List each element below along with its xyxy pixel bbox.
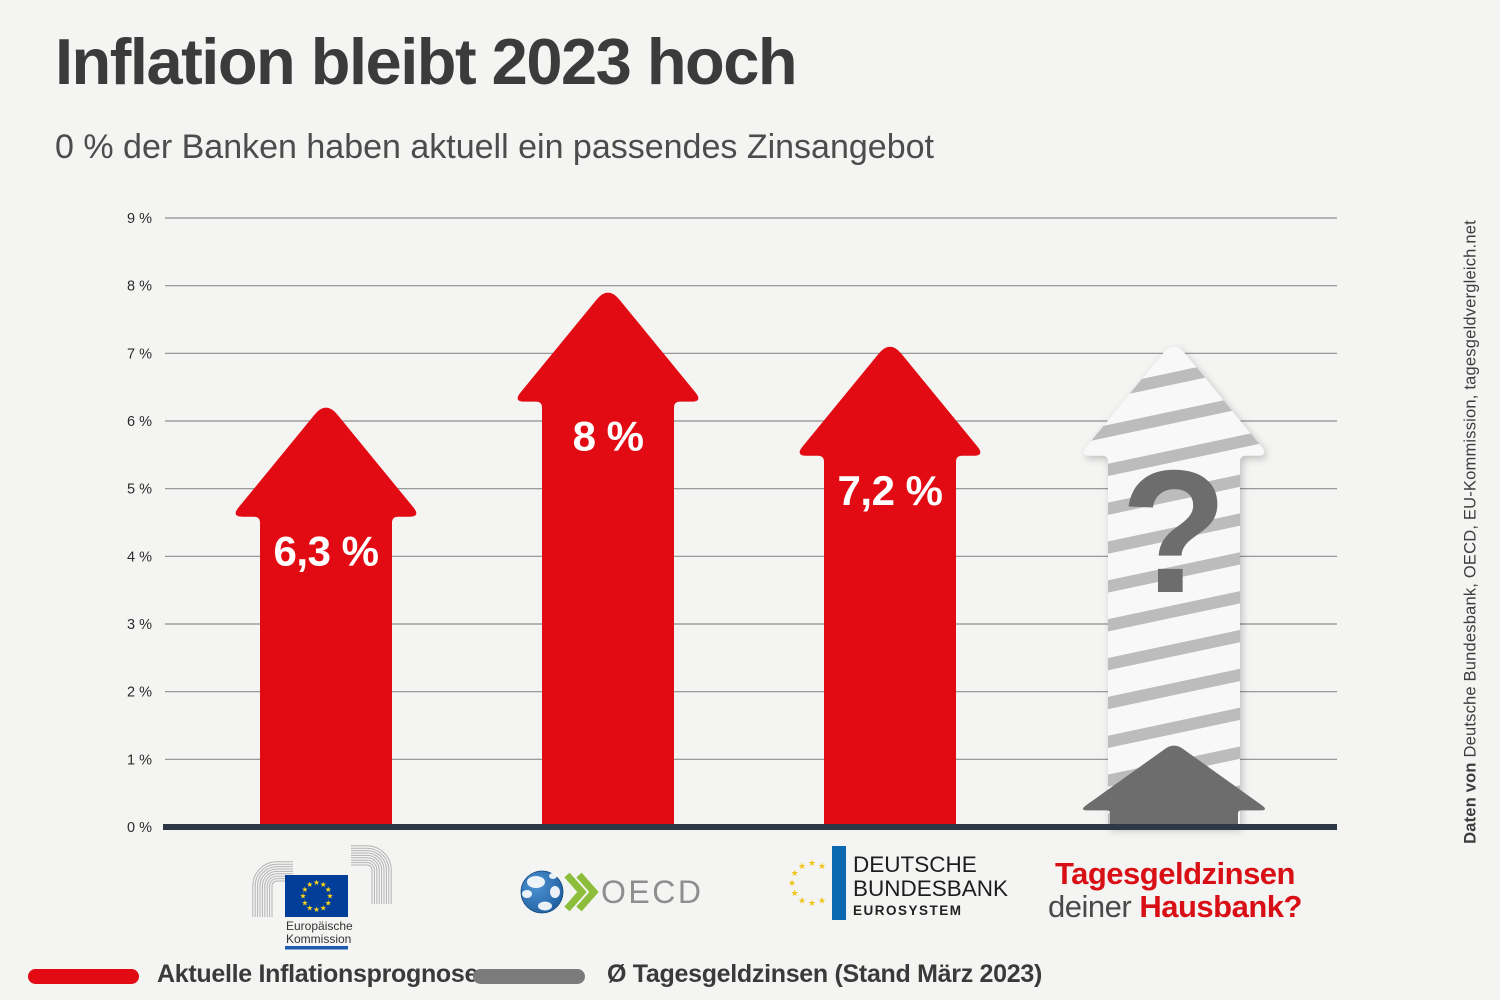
- baseline: [163, 824, 1337, 830]
- question-mark: ?: [1121, 435, 1228, 630]
- svg-text:★: ★: [791, 868, 799, 878]
- svg-text:★: ★: [313, 905, 320, 914]
- hausbank-label-line1: Tagesgeldzinsen: [1055, 856, 1296, 891]
- legend-swatch-tagesgeld: [473, 969, 585, 984]
- svg-text:★: ★: [325, 898, 332, 907]
- eu-commission-name-line2: Kommission: [286, 932, 351, 946]
- unknown-arrow: [1083, 346, 1265, 827]
- source-note-rest: Deutsche Bundesbank, OECD, EU-Kommission…: [1461, 220, 1480, 763]
- inflation-arrow-2: [799, 346, 981, 827]
- svg-text:★: ★: [313, 878, 320, 887]
- y-axis-tick: 0 %: [127, 820, 152, 836]
- inflation-arrow-0: [235, 407, 417, 827]
- source-note: Daten von Deutsche Bundesbank, OECD, EU-…: [1462, 220, 1481, 844]
- svg-text:★: ★: [327, 892, 334, 901]
- inflation-arrow-1: [517, 292, 699, 827]
- oecd-globe-continents: [522, 873, 560, 911]
- eu-commission-logo: ★ ★★★★★★★★★★★ Europäische Kommission: [252, 845, 392, 950]
- oecd-chevrons-icon: [564, 872, 599, 912]
- hausbank-label-hausbank: Hausbank?: [1139, 888, 1302, 924]
- hausbank-label-deiner: deiner: [1048, 888, 1140, 924]
- y-axis-tick: 3 %: [127, 617, 152, 633]
- svg-text:★: ★: [808, 858, 816, 868]
- svg-text:★: ★: [320, 880, 327, 889]
- y-axis-tick: 2 %: [127, 685, 152, 701]
- y-axis-tick: 7 %: [127, 346, 152, 362]
- svg-text:★: ★: [325, 885, 332, 894]
- y-axis-tick: 1 %: [127, 752, 152, 768]
- svg-text:★: ★: [320, 903, 327, 912]
- oecd-logo: OECD: [520, 870, 703, 914]
- page-title: Inflation bleibt 2023 hoch: [55, 25, 798, 98]
- bundesbank-name-line1: DEUTSCHE: [853, 852, 977, 877]
- arrow-value-label: 6,3 %: [274, 528, 379, 575]
- arrow-value-label: 7,2 %: [838, 467, 943, 514]
- svg-text:★: ★: [306, 880, 313, 889]
- svg-text:★: ★: [798, 861, 806, 871]
- y-axis-tick: 9 %: [127, 211, 152, 227]
- page-subtitle: 0 % der Banken haben aktuell ein passend…: [55, 128, 934, 166]
- bundesbank-bar: [832, 846, 846, 920]
- svg-text:★: ★: [798, 896, 806, 906]
- legend-swatch-inflation: [28, 969, 139, 984]
- eu-curves-right: [351, 845, 392, 904]
- bundesbank-stars: ★★★★★★★ ★ ★: [788, 858, 826, 908]
- eu-flag: [285, 875, 348, 917]
- tagesgeld-arrow: [1083, 745, 1265, 830]
- y-axis-tick: 5 %: [127, 482, 152, 498]
- eu-logo-bar: [285, 946, 348, 950]
- y-axis-tick: 4 %: [127, 549, 152, 565]
- svg-text:★: ★: [300, 892, 307, 901]
- y-axis-tick: 8 %: [127, 279, 152, 295]
- oecd-wordmark: OECD: [601, 874, 703, 910]
- eu-curves-left: [252, 861, 293, 917]
- source-note-bold: Daten von: [1461, 762, 1480, 844]
- y-axis-tick: 6 %: [127, 414, 152, 430]
- eu-stars: ★ ★★★★★★★★★★★: [300, 878, 334, 914]
- bundesbank-name-line2: BUNDESBANK: [853, 876, 1008, 901]
- svg-text:★: ★: [306, 903, 313, 912]
- legend-label-inflation: Aktuelle Inflationsprognose: [157, 960, 479, 988]
- svg-text:★: ★: [301, 898, 308, 907]
- hausbank-label: Tagesgeldzinsen deiner Hausbank?: [1023, 856, 1327, 924]
- svg-text:★: ★: [818, 896, 826, 906]
- svg-text:★: ★: [818, 861, 826, 871]
- svg-text:★: ★: [301, 885, 308, 894]
- legend-label-tagesgeld: Ø Tagesgeldzinsen (Stand März 2023): [607, 960, 1042, 988]
- arrow-value-label: 8 %: [573, 413, 644, 460]
- svg-text:★: ★: [788, 878, 796, 888]
- bundesbank-logo: ★★★★★★★ ★ ★ DEUTSCHE BUNDESBANK EUROSYSTEM: [788, 846, 1008, 920]
- hausbank-label-line2: deiner Hausbank?: [1023, 888, 1327, 924]
- svg-text:★: ★: [791, 888, 799, 898]
- svg-text:★: ★: [808, 898, 816, 908]
- bundesbank-name-line3: EUROSYSTEM: [853, 903, 963, 918]
- eu-commission-name-line1: Europäische: [286, 919, 353, 933]
